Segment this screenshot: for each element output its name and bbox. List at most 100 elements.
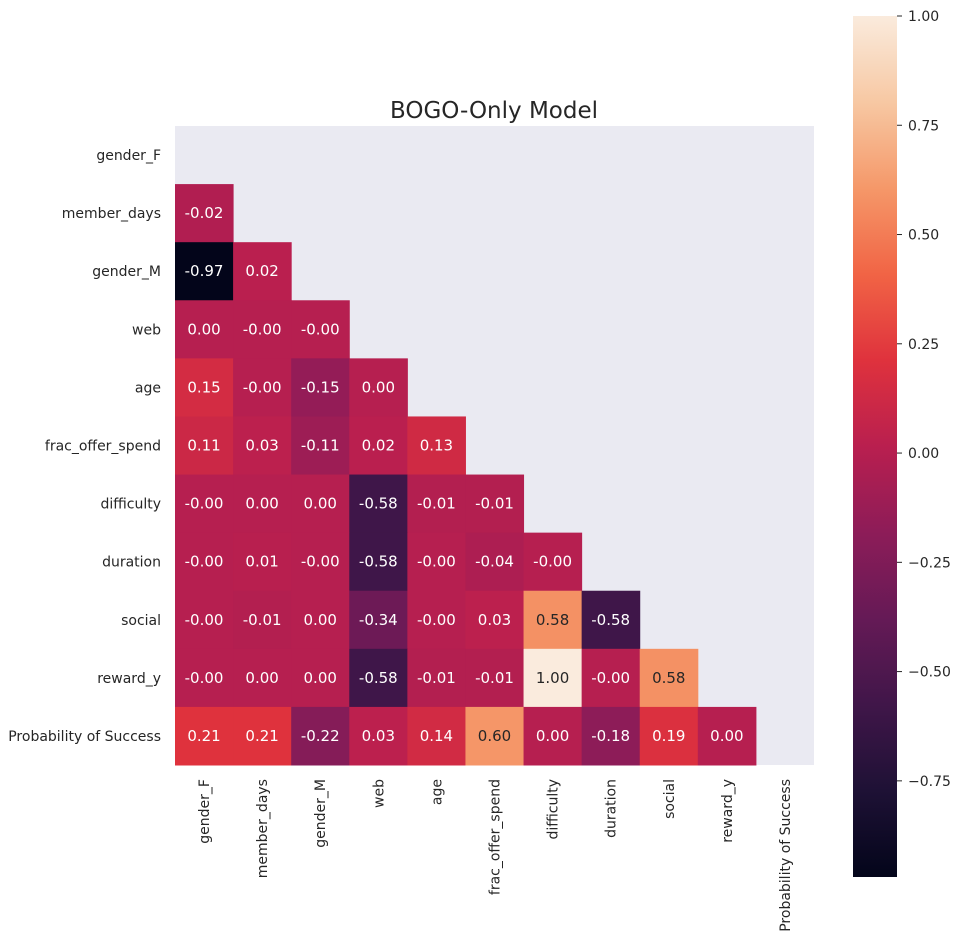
y-tick-label: gender_F bbox=[96, 148, 161, 164]
cell-value-label: -0.00 bbox=[417, 553, 456, 571]
cell-value-label: 0.03 bbox=[478, 611, 511, 629]
cell-value-label: -0.00 bbox=[185, 669, 224, 687]
heatmap-cell bbox=[639, 706, 699, 766]
heatmap-cell bbox=[407, 416, 466, 476]
cell-value-label: 0.01 bbox=[245, 553, 278, 571]
heatmap-cell bbox=[233, 242, 292, 301]
cell-value-label: 1.00 bbox=[536, 669, 569, 687]
heatmap-cell bbox=[175, 648, 234, 708]
chart-title: BOGO-Only Model bbox=[390, 98, 598, 124]
cell-value-label: -0.01 bbox=[475, 669, 514, 687]
x-tick-label: frac_offer_spend bbox=[488, 779, 504, 895]
heatmap-cell bbox=[407, 590, 466, 650]
cell-value-label: -0.00 bbox=[301, 553, 340, 571]
heatmap-cell bbox=[175, 474, 234, 534]
colorbar-ticks: 1.00 0.75 0.50 0.25 0.00 −0.25 −0.50 −0.75 bbox=[897, 9, 951, 790]
heatmap-cell bbox=[291, 358, 350, 417]
heatmap-cell bbox=[233, 474, 292, 534]
colorbar-tick-label: 0.00 bbox=[908, 446, 939, 462]
heatmap-cell bbox=[175, 300, 234, 359]
cell-value-label: -0.00 bbox=[185, 611, 224, 629]
cell-value-label: 0.13 bbox=[420, 437, 453, 455]
cell-value-label: 0.00 bbox=[187, 320, 220, 338]
cell-value-label: -0.00 bbox=[185, 495, 224, 513]
heatmap-cell bbox=[175, 358, 234, 417]
heatmap-cell bbox=[349, 358, 408, 417]
colorbar bbox=[853, 16, 897, 877]
y-tick-label: duration bbox=[102, 555, 161, 571]
cell-value-label: -0.00 bbox=[591, 669, 630, 687]
cell-value-label: 0.21 bbox=[187, 727, 220, 745]
heatmap-cell bbox=[233, 590, 292, 650]
heatmap-cell bbox=[581, 590, 641, 650]
colorbar-tick-label: 0.25 bbox=[908, 337, 939, 353]
x-tick-label: Probability of Success bbox=[778, 779, 794, 932]
heatmap-cell bbox=[175, 706, 234, 766]
cell-value-label: -0.18 bbox=[591, 727, 630, 745]
x-tick-label: reward_y bbox=[720, 779, 736, 843]
cell-value-label: -0.01 bbox=[243, 611, 282, 629]
cell-value-label: 0.11 bbox=[187, 437, 220, 455]
heatmap-cell bbox=[291, 416, 350, 476]
heatmap-cell bbox=[523, 532, 583, 592]
cell-value-label: -0.58 bbox=[359, 495, 398, 513]
colorbar-tick-label: −0.75 bbox=[908, 774, 951, 790]
cell-value-label: -0.00 bbox=[533, 553, 572, 571]
cell-value-label: -0.11 bbox=[301, 437, 340, 455]
heatmap-cell bbox=[291, 590, 350, 650]
heatmap-cell bbox=[291, 706, 350, 766]
heatmap-cell bbox=[465, 474, 525, 534]
heatmap-cell bbox=[407, 648, 466, 708]
cell-value-label: -0.34 bbox=[359, 611, 398, 629]
cell-value-label: -0.01 bbox=[417, 495, 456, 513]
cell-value-label: -0.58 bbox=[359, 553, 398, 571]
colorbar-tick-label: 0.75 bbox=[908, 118, 939, 134]
heatmap-cell bbox=[697, 706, 757, 766]
heatmap-cell bbox=[349, 590, 408, 650]
cell-value-label: 0.00 bbox=[304, 611, 337, 629]
cell-value-label: 0.02 bbox=[362, 437, 395, 455]
cell-value-label: -0.00 bbox=[417, 611, 456, 629]
heatmap-cell bbox=[639, 648, 699, 708]
cell-value-label: 0.00 bbox=[710, 727, 743, 745]
heatmap-cell bbox=[175, 532, 234, 592]
heatmap-cells: -0.02 -0.97 0.02 0.00 -0.00 -0.00 0.15 -0.00 -0.… bbox=[175, 184, 757, 766]
x-tick-label: age bbox=[429, 779, 445, 805]
cell-value-label: -0.00 bbox=[243, 378, 282, 396]
cell-value-label: -0.01 bbox=[417, 669, 456, 687]
x-tick-label: member_days bbox=[255, 779, 271, 878]
heatmap-cell bbox=[175, 242, 234, 301]
heatmap-cell bbox=[523, 706, 583, 766]
cell-value-label: 0.02 bbox=[245, 262, 278, 280]
cell-value-label: -0.04 bbox=[475, 553, 514, 571]
heatmap-cell bbox=[465, 532, 525, 592]
y-tick-label: age bbox=[135, 380, 161, 396]
y-tick-label: social bbox=[121, 613, 161, 629]
heatmap-cell bbox=[233, 358, 292, 417]
colorbar-tick-label: 0.50 bbox=[908, 228, 939, 244]
cell-value-label: -0.00 bbox=[243, 320, 282, 338]
cell-value-label: 0.15 bbox=[187, 378, 220, 396]
heatmap-cell bbox=[465, 590, 525, 650]
cell-value-label: 0.19 bbox=[652, 727, 685, 745]
heatmap-cell bbox=[407, 532, 466, 592]
heatmap-cell bbox=[465, 706, 525, 766]
cell-value-label: -0.58 bbox=[591, 611, 630, 629]
heatmap-cell bbox=[349, 416, 408, 476]
cell-value-label: 0.03 bbox=[362, 727, 395, 745]
y-tick-label: reward_y bbox=[97, 671, 161, 687]
cell-value-label: -0.58 bbox=[359, 669, 398, 687]
heatmap-cell bbox=[407, 474, 466, 534]
heatmap-cell bbox=[465, 648, 525, 708]
cell-value-label: 0.00 bbox=[304, 669, 337, 687]
heatmap-cell bbox=[233, 648, 292, 708]
cell-value-label: 0.00 bbox=[304, 495, 337, 513]
heatmap-cell bbox=[349, 706, 408, 766]
x-tick-label: web bbox=[371, 779, 387, 808]
cell-value-label: -0.97 bbox=[185, 262, 224, 280]
y-tick-label: Probability of Success bbox=[8, 729, 161, 745]
y-tick-label: web bbox=[132, 322, 161, 338]
cell-value-label: -0.22 bbox=[301, 727, 340, 745]
cell-value-label: 0.03 bbox=[245, 437, 278, 455]
